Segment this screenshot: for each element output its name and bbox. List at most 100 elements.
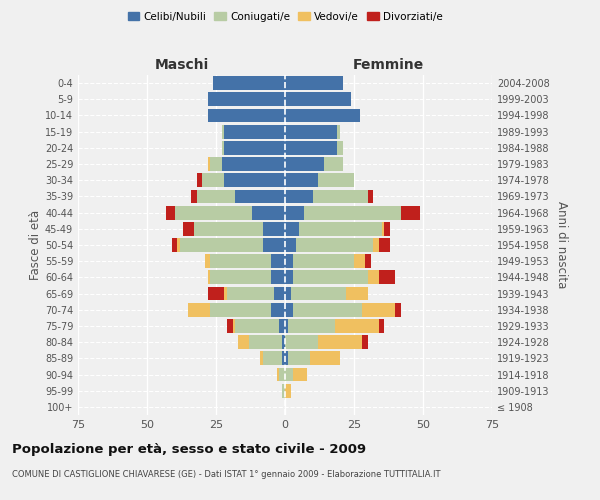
Bar [296, 238, 373, 252]
Bar [233, 319, 235, 333]
Bar [285, 270, 293, 284]
Bar [368, 270, 379, 284]
Bar [183, 222, 194, 235]
Bar [205, 254, 211, 268]
Bar [208, 286, 224, 300]
Bar [252, 206, 285, 220]
Bar [211, 303, 271, 316]
Bar [379, 238, 390, 252]
Bar [313, 190, 368, 203]
Bar [288, 319, 335, 333]
Bar [285, 157, 323, 171]
Bar [166, 206, 175, 220]
Bar [282, 384, 285, 398]
Bar [285, 286, 290, 300]
Bar [211, 270, 271, 284]
Bar [379, 270, 395, 284]
Bar [188, 303, 211, 316]
Text: Popolazione per età, sesso e stato civile - 2009: Popolazione per età, sesso e stato civil… [12, 442, 366, 456]
Bar [293, 303, 362, 316]
Text: Femmine: Femmine [353, 58, 424, 72]
Bar [282, 336, 285, 349]
Bar [293, 368, 307, 382]
Bar [263, 222, 285, 235]
Bar [260, 352, 263, 365]
Bar [285, 254, 293, 268]
Bar [280, 368, 285, 382]
Text: COMUNE DI CASTIGLIONE CHIAVARESE (GE) - Dati ISTAT 1° gennaio 2009 - Elaborazion: COMUNE DI CASTIGLIONE CHIAVARESE (GE) - … [12, 470, 440, 479]
Bar [290, 286, 346, 300]
Bar [373, 238, 379, 252]
Bar [274, 286, 285, 300]
Text: Maschi: Maschi [154, 58, 209, 72]
Bar [202, 174, 224, 187]
Bar [208, 92, 285, 106]
Bar [382, 222, 385, 235]
Bar [299, 222, 382, 235]
Bar [285, 384, 290, 398]
Bar [213, 76, 285, 90]
Bar [285, 190, 313, 203]
Bar [178, 238, 180, 252]
Bar [285, 319, 288, 333]
Bar [224, 141, 285, 154]
Bar [197, 174, 202, 187]
Bar [285, 206, 304, 220]
Bar [271, 303, 285, 316]
Bar [271, 270, 285, 284]
Bar [227, 319, 233, 333]
Bar [335, 319, 379, 333]
Bar [211, 157, 221, 171]
Bar [285, 336, 318, 349]
Bar [395, 303, 401, 316]
Bar [221, 157, 285, 171]
Bar [238, 336, 249, 349]
Y-axis label: Fasce di età: Fasce di età [29, 210, 42, 280]
Bar [211, 254, 271, 268]
Bar [282, 352, 285, 365]
Bar [365, 254, 371, 268]
Bar [175, 206, 252, 220]
Bar [191, 190, 197, 203]
Bar [263, 238, 285, 252]
Bar [277, 368, 280, 382]
Bar [180, 238, 263, 252]
Bar [197, 190, 235, 203]
Bar [285, 141, 337, 154]
Bar [318, 174, 354, 187]
Bar [194, 222, 263, 235]
Bar [318, 336, 362, 349]
Bar [304, 206, 401, 220]
Bar [323, 157, 343, 171]
Bar [249, 336, 282, 349]
Bar [285, 352, 288, 365]
Bar [285, 303, 293, 316]
Bar [285, 108, 359, 122]
Bar [263, 352, 282, 365]
Bar [172, 238, 178, 252]
Bar [354, 254, 365, 268]
Bar [385, 222, 390, 235]
Bar [221, 125, 224, 138]
Bar [280, 319, 285, 333]
Bar [310, 352, 340, 365]
Bar [337, 141, 343, 154]
Bar [362, 303, 395, 316]
Bar [288, 352, 310, 365]
Bar [368, 190, 373, 203]
Bar [337, 125, 340, 138]
Bar [208, 108, 285, 122]
Bar [208, 157, 211, 171]
Bar [346, 286, 368, 300]
Bar [208, 270, 211, 284]
Bar [285, 76, 343, 90]
Bar [235, 319, 280, 333]
Bar [401, 206, 420, 220]
Bar [221, 141, 224, 154]
Bar [362, 336, 368, 349]
Bar [293, 270, 368, 284]
Bar [224, 125, 285, 138]
Bar [224, 286, 227, 300]
Bar [227, 286, 274, 300]
Bar [285, 222, 299, 235]
